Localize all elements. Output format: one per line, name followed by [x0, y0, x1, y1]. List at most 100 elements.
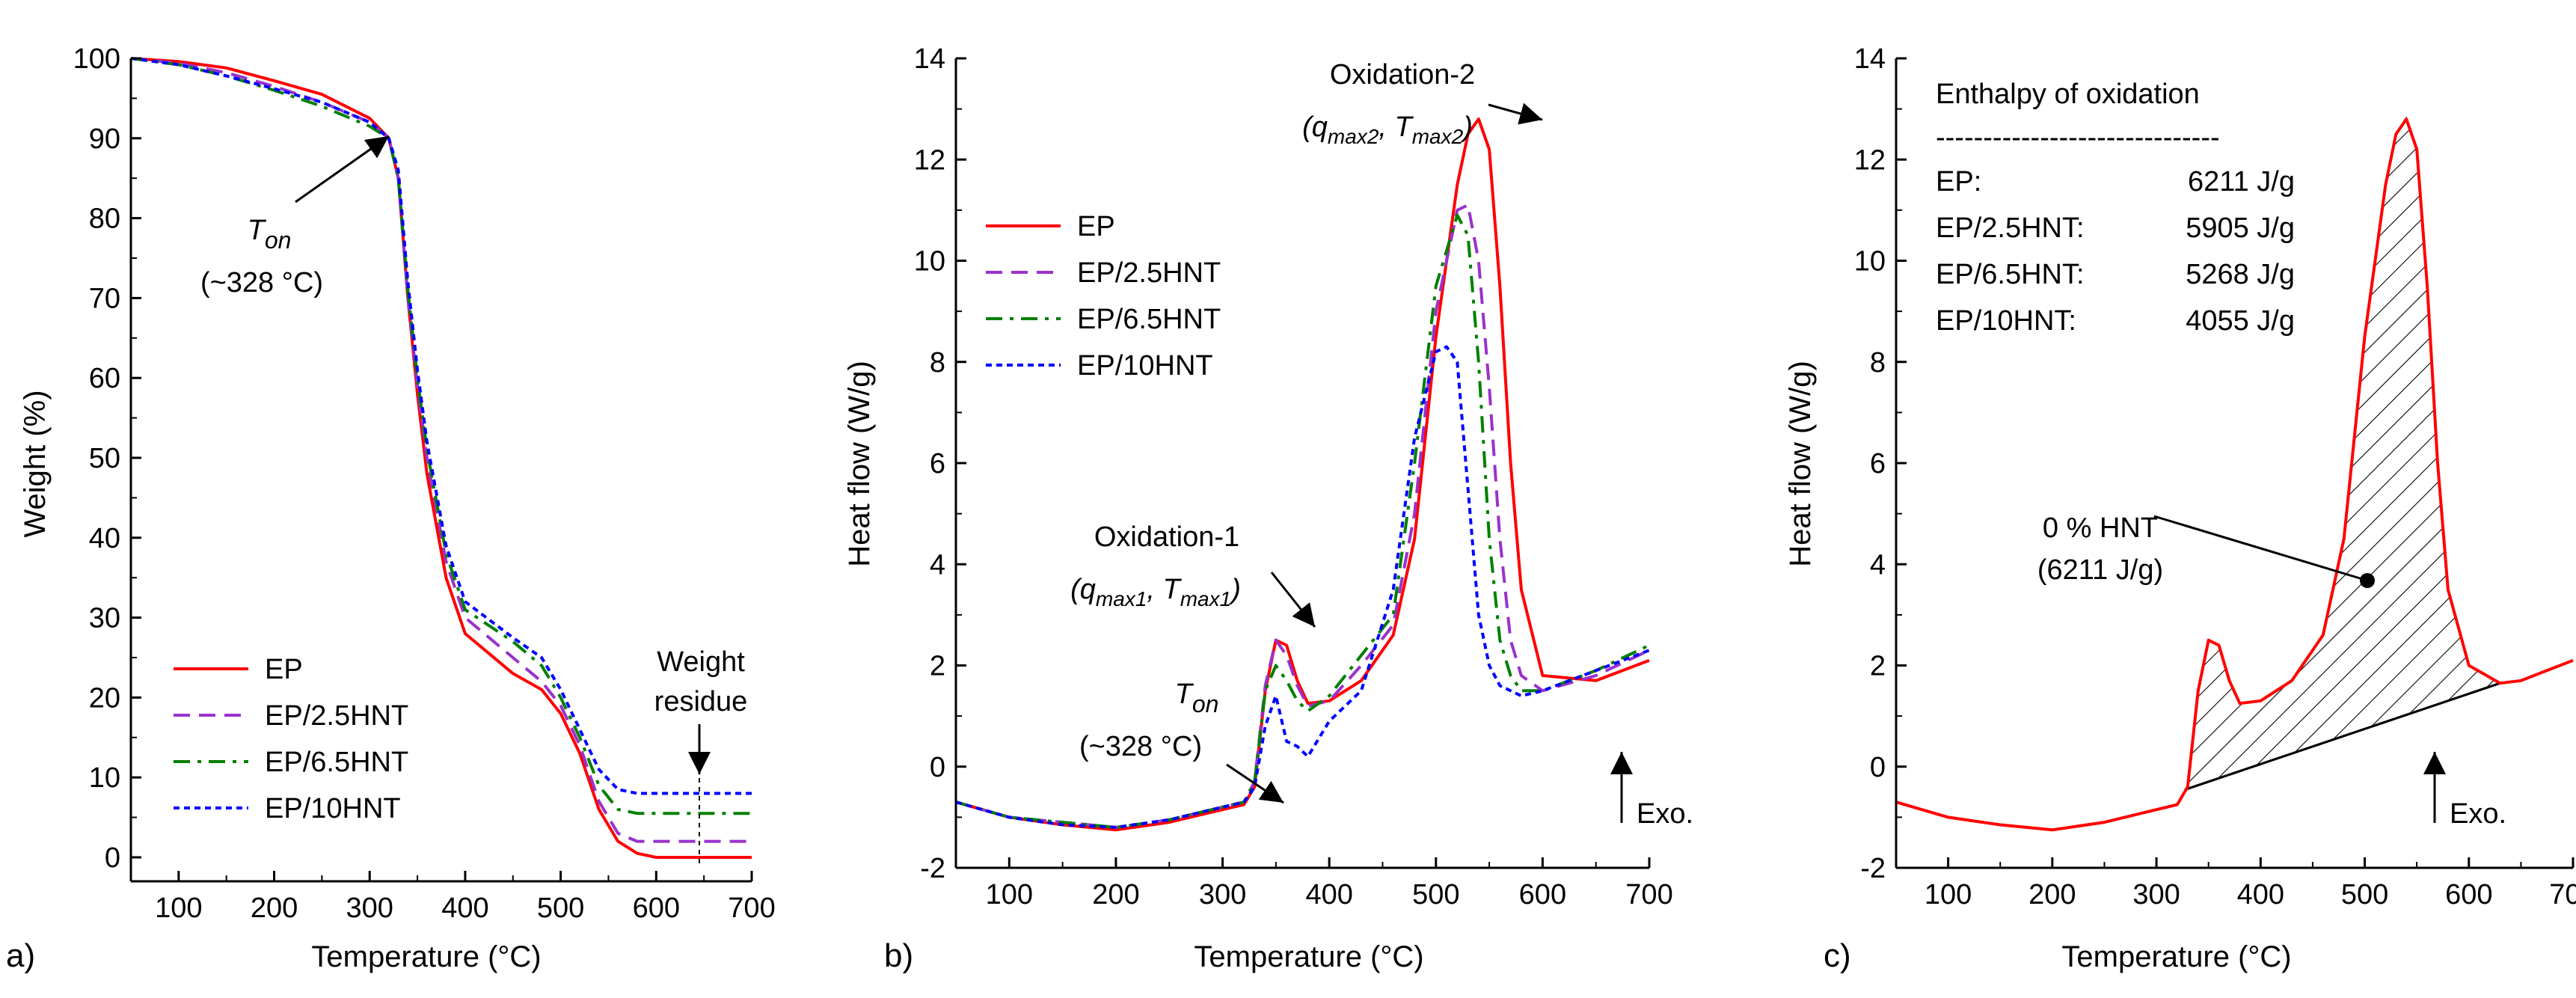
series-line-ep [1895, 117, 2574, 832]
panel-b-exo-annotation: Exo. [1610, 752, 1693, 830]
x-tick-label: 700 [728, 893, 775, 924]
y-tick-label: 20 [89, 682, 120, 714]
series-line-ep-10hnt [955, 345, 1650, 829]
svg-text:Ton: Ton [1175, 679, 1219, 717]
y-tick-label: 2 [1870, 651, 1886, 682]
legend-label: EP/2.5HNT [265, 700, 408, 732]
legend-label: EP/2.5HNT [1077, 257, 1221, 289]
enthalpy-table-row: EP: 6211 J/g [1936, 166, 2295, 198]
panel-b-ox1-arrow [1270, 572, 1316, 628]
x-tick-label: 500 [537, 893, 584, 924]
legend-label: EP/10HNT [265, 793, 401, 824]
panel-c-letter: c) [1824, 937, 1851, 974]
y-tick-label: 4 [1870, 549, 1886, 581]
panel-c-series-layer [1895, 117, 2574, 832]
y-tick-label: 70 [89, 283, 120, 314]
legend-label: EP [1077, 211, 1115, 242]
panel-c-y-axis-title: Heat flow (W/g) [1784, 361, 1817, 567]
svg-text:(qmax2, Tmax2): (qmax2, Tmax2) [1302, 111, 1473, 148]
y-tick-label: 80 [89, 203, 120, 235]
panel-c-enthalpy-chart: 100 200 300 400 500 600 700 -2 0 2 4 6 8 10 12 14 Tempe… [1784, 43, 2576, 974]
svg-text:(qmax1, Tmax1): (qmax1, Tmax1) [1070, 574, 1241, 610]
legend-label: EP/10HNT [1077, 350, 1213, 382]
y-tick-label: 14 [1854, 43, 1886, 75]
panel-a-residue-line2: residue [654, 686, 748, 717]
panel-a-residue-line1: Weight [657, 646, 745, 678]
y-tick-label: -2 [1860, 853, 1886, 884]
y-tick-label: 12 [914, 144, 945, 176]
panel-b-ton-annotation: Ton (~328 °C) [1079, 679, 1284, 804]
panel-a-y-axis-title: Weight (%) [19, 390, 52, 537]
legend-label: EP/6.5HNT [265, 747, 408, 778]
panel-b-legend: EP EP/2.5HNT EP/6.5HNT EP/10HNT [986, 211, 1221, 382]
x-tick-label: 300 [1199, 879, 1246, 910]
x-tick-label: 100 [986, 879, 1033, 910]
enthalpy-row-value: 6211 J/g [2188, 166, 2295, 198]
panel-a-legend: EP EP/2.5HNT EP/6.5HNT EP/10HNT [174, 654, 408, 824]
enthalpy-row-name: EP: [1936, 166, 1981, 198]
x-tick-label: 400 [441, 893, 488, 924]
enthalpy-table-rule: ------------------------------ [1936, 122, 2220, 153]
panel-a-ton-sub: on [265, 227, 292, 254]
x-tick-label: 600 [2445, 879, 2492, 910]
panel-c-area-label: 0 % HNT (6211 J/g) [2037, 512, 2375, 588]
panel-c-axes-layer: 100 200 300 400 500 600 700 -2 0 2 4 6 8 10 12 14 [1854, 43, 2576, 910]
enthalpy-row-name: EP/10HNT: [1936, 305, 2076, 337]
series-line-ep [130, 57, 752, 859]
x-tick-label: 200 [251, 893, 298, 924]
y-tick-label: 50 [89, 443, 120, 474]
x-tick-label: 300 [2132, 879, 2180, 910]
panel-a-x-axis-title: Temperature (°C) [311, 940, 541, 973]
panel-a-series-layer [130, 57, 752, 859]
enthalpy-row-name: EP/6.5HNT: [1936, 259, 2085, 290]
x-tick-label: 100 [1925, 879, 1972, 910]
panel-a-weight-chart: 100 200 300 400 500 600 700 0 10 20 30 40 50 60 70 80 90… [6, 43, 776, 974]
panel-b-y-axis-title: Heat flow (W/g) [843, 361, 876, 567]
panel-c-exo-label: Exo. [2450, 798, 2506, 830]
y-tick-label: 40 [89, 523, 120, 554]
y-tick-label: 0 [1870, 752, 1886, 783]
panel-b-ox1-t: T [1163, 574, 1183, 605]
x-tick-label: 400 [2237, 879, 2284, 910]
panel-b-heatflow-chart: 100 200 300 400 500 600 700 -2 0 2 4 6 8 10 12 14 Tempe… [843, 43, 1693, 974]
y-tick-label: 100 [73, 43, 120, 75]
y-tick-label: 60 [89, 363, 120, 394]
panel-b-oxidation1-title: Oxidation-1 [1094, 521, 1239, 553]
panel-b-oxidation1-annotation: Oxidation-1 (qmax1, Tmax1) [1070, 521, 1316, 628]
x-tick-label: 100 [155, 893, 202, 924]
panel-b-ton-temp: (~328 °C) [1079, 731, 1202, 762]
legend-label: EP [265, 654, 303, 685]
enthalpy-table-row: EP/6.5HNT: 5268 J/g [1936, 259, 2295, 290]
enthalpy-row-value: 5268 J/g [2186, 259, 2295, 290]
panel-b-axes-layer: 100 200 300 400 500 600 700 -2 0 2 4 6 8 10 12 14 [914, 43, 1673, 910]
enthalpy-row-value: 5905 J/g [2186, 212, 2295, 244]
y-tick-label: 0 [105, 842, 120, 874]
x-tick-label: 400 [1305, 879, 1352, 910]
panel-b-series-layer [955, 117, 1650, 832]
panel-a-letter: a) [6, 937, 35, 974]
x-tick-label: 700 [1625, 879, 1672, 910]
area-label-leader [2153, 515, 2368, 582]
y-tick-label: 8 [930, 347, 945, 379]
x-tick-label: 600 [633, 893, 680, 924]
y-tick-label: 10 [914, 246, 945, 278]
panel-b-ton-main: T [1175, 679, 1195, 710]
y-tick-label: 90 [89, 123, 120, 155]
panel-b-ox2-q: q [1312, 111, 1328, 143]
panel-a-ton-arrow [295, 135, 390, 203]
panel-b-exo-label: Exo. [1637, 798, 1693, 830]
y-tick-label: 12 [1854, 144, 1886, 176]
y-tick-label: 10 [1854, 246, 1886, 278]
legend-label: EP/6.5HNT [1077, 304, 1221, 335]
panel-b-ox2-q-sub: max2 [1328, 125, 1379, 148]
panel-a-axes-layer: 100 200 300 400 500 600 700 0 10 20 30 40 50 60 70 80 90… [73, 43, 776, 924]
area-label-dot [2360, 573, 2375, 588]
enthalpy-row-name: EP/2.5HNT: [1936, 212, 2085, 244]
panel-a-ton-main: T [248, 215, 267, 246]
x-tick-label: 300 [346, 893, 393, 924]
x-tick-label: 200 [2028, 879, 2076, 910]
series-line-ep-2-5hnt [130, 57, 752, 843]
panel-c-x-axis-title: Temperature (°C) [2061, 940, 2291, 973]
panel-b-ox2-t-sub: max2 [1412, 125, 1464, 148]
